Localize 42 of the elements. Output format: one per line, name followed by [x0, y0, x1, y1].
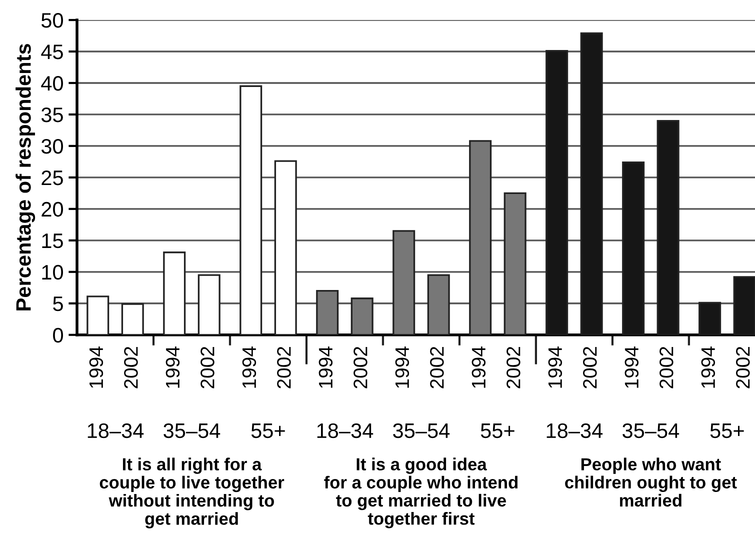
y-tick-label: 45 — [41, 44, 63, 60]
y-tick-label: 50 — [41, 13, 64, 28]
text: 18–34 — [88, 423, 144, 438]
text: 18–34 — [317, 423, 374, 438]
text: 18–34 — [546, 423, 603, 438]
text: 35–54 — [622, 423, 680, 438]
text: 35–54 — [164, 423, 220, 438]
x-tick-label: 1994 — [395, 346, 410, 388]
y-tick-label: 10 — [42, 264, 64, 280]
y-tick-label: 20 — [42, 202, 64, 217]
x-tick-label: 1994 — [548, 346, 562, 388]
x-tick-label: 1994 — [89, 346, 104, 388]
text: 55+ — [480, 424, 514, 438]
y-tick-label: 40 — [41, 76, 64, 91]
x-tick-label: 2002 — [277, 346, 291, 388]
x-tick-label: 1994 — [624, 346, 639, 388]
x-tick-label: 1994 — [166, 346, 180, 388]
x-tick-label: 2002 — [200, 346, 214, 388]
x-tick-label: 2002 — [354, 346, 368, 388]
x-tick-label: 1994 — [318, 346, 333, 388]
x-tick-label: 1994 — [472, 346, 486, 388]
y-tick-label: 5 — [53, 296, 63, 312]
x-tick-label: 2002 — [736, 346, 750, 388]
y-axis-title: Percentage of respondents — [16, 44, 36, 310]
text: It is all right for a couple to live together without intending to get married — [100, 458, 284, 528]
x-tick-label: 2002 — [583, 346, 597, 388]
y-tick-label: 15 — [42, 234, 63, 248]
text: 55+ — [251, 424, 285, 438]
y-tick-label: 0 — [53, 328, 63, 343]
y-tick-label: 25 — [42, 170, 63, 186]
text: 55+ — [710, 424, 744, 438]
text: It is a good idea for a couple who intend to get married to live together first — [324, 458, 518, 528]
y-tick-label: 30 — [41, 138, 64, 154]
x-tick-label: 2002 — [506, 346, 520, 388]
y-tick-label: 35 — [41, 107, 63, 122]
x-tick-label: 1994 — [242, 346, 256, 388]
x-tick-label: 1994 — [701, 346, 716, 388]
x-tick-label: 2002 — [660, 346, 674, 388]
x-tick-label: 2002 — [430, 346, 444, 388]
x-tick-label: 2002 — [124, 346, 138, 388]
text: People who want children ought to get married — [565, 458, 737, 507]
text: 35–54 — [393, 423, 450, 438]
